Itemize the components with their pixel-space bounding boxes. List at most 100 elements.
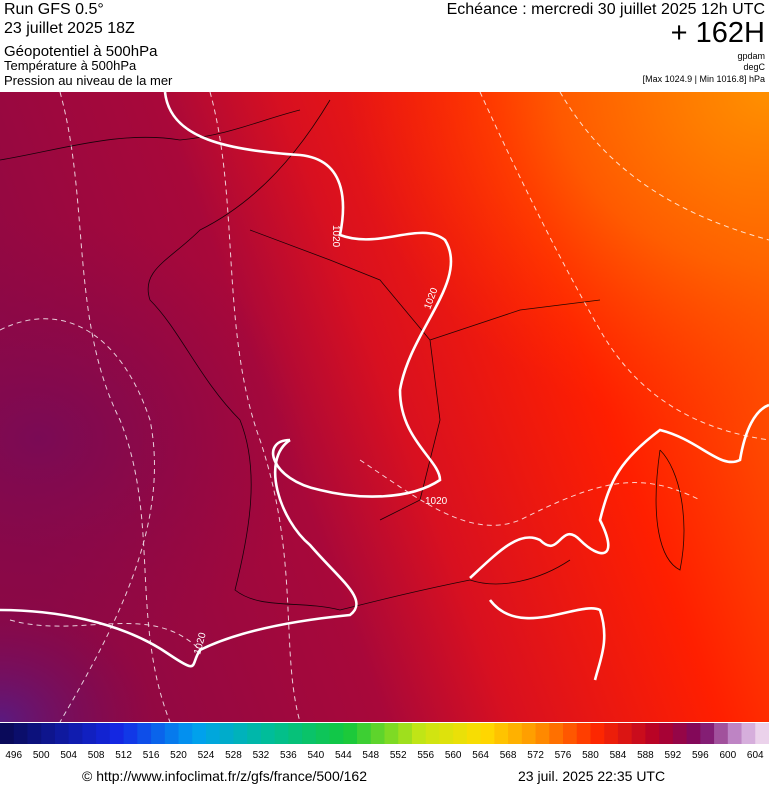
pressure-range: [Max 1024.9 | Min 1016.8] hPa — [643, 74, 765, 84]
color-swatch — [357, 723, 372, 744]
color-swatch — [535, 723, 550, 744]
color-swatch — [590, 723, 605, 744]
color-swatch — [604, 723, 619, 744]
unit-label: degC — [743, 62, 765, 72]
color-swatch — [27, 723, 42, 744]
color-swatch — [727, 723, 743, 744]
color-swatch — [384, 723, 399, 744]
colorbar-tick-label: 584 — [610, 750, 627, 761]
footer: © http://www.infoclimat.fr/z/gfs/france/… — [82, 768, 665, 784]
color-swatch — [260, 723, 276, 744]
colorbar-tick-label: 520 — [170, 750, 187, 761]
color-swatch — [645, 723, 660, 744]
color-swatch — [164, 723, 180, 744]
generated-time: 23 juil. 2025 22:35 UTC — [518, 768, 665, 784]
unit-label: gpdam — [737, 51, 765, 61]
color-swatch — [508, 723, 523, 744]
run-date: 23 juillet 2025 18Z — [4, 20, 135, 37]
color-swatch — [343, 723, 358, 744]
header: Run GFS 0.5° 23 juillet 2025 18Z Géopote… — [4, 1, 766, 88]
colorbar-labels: 496 500 504 508 512 516 520 524 528 532 536 540 544 5… — [5, 750, 764, 761]
color-swatch — [714, 723, 729, 744]
isobar-label: 1020 — [425, 496, 448, 507]
isotherms — [0, 92, 769, 722]
color-swatch — [68, 723, 83, 744]
color-swatch — [247, 723, 262, 744]
color-swatch — [274, 723, 289, 744]
color-swatch — [439, 723, 454, 744]
colorbar-tick-label: 580 — [582, 750, 599, 761]
coastline — [0, 99, 685, 611]
color-swatch — [411, 723, 427, 744]
color-swatch — [398, 723, 413, 744]
colorbar-tick-label: 512 — [115, 750, 132, 761]
color-swatch — [480, 723, 495, 744]
color-swatch — [205, 723, 221, 744]
color-swatch — [700, 723, 715, 744]
colorbar-tick-label: 504 — [60, 750, 77, 761]
color-swatch — [755, 723, 769, 744]
temperature-field — [0, 92, 769, 722]
color-swatch — [302, 723, 317, 744]
colorbar-tick-label: 524 — [198, 750, 215, 761]
color-swatch — [576, 723, 591, 744]
color-swatch — [521, 723, 537, 744]
colorbar-tick-label: 536 — [280, 750, 297, 761]
color-swatch — [686, 723, 701, 744]
isobar-label: 1020 — [330, 225, 341, 248]
color-swatch — [151, 723, 166, 744]
colorbar-tick-label: 516 — [143, 750, 160, 761]
colorbar — [0, 723, 769, 744]
color-swatch — [370, 723, 385, 744]
color-swatch — [137, 723, 152, 744]
valid-time: Echéance : mercredi 30 juillet 2025 12h … — [447, 1, 765, 18]
colorbar-tick-label: 540 — [307, 750, 324, 761]
layer-label: Température à 500hPa — [4, 58, 137, 73]
colorbar-tick-label: 548 — [362, 750, 379, 761]
color-swatch — [329, 723, 344, 744]
color-swatch — [563, 723, 578, 744]
color-swatch — [96, 723, 111, 744]
layer-label: Géopotentiel à 500hPa — [4, 43, 158, 60]
colorbar-tick-label: 532 — [253, 750, 270, 761]
colorbar-tick-label: 588 — [637, 750, 654, 761]
color-swatch — [672, 723, 688, 744]
color-swatch — [466, 723, 482, 744]
lead-time: + 162H — [671, 17, 765, 49]
color-swatch — [178, 723, 193, 744]
colorbar-tick-label: 544 — [335, 750, 352, 761]
colorbar-tick-label: 592 — [665, 750, 682, 761]
colorbar-tick-label: 564 — [472, 750, 489, 761]
color-swatch — [82, 723, 97, 744]
source-url: © http://www.infoclimat.fr/z/gfs/france/… — [82, 768, 367, 784]
color-swatch — [315, 723, 331, 744]
colorbar-tick-label: 560 — [445, 750, 462, 761]
colorbar-tick-label: 496 — [5, 750, 22, 761]
color-swatch — [123, 723, 138, 744]
colorbar-tick-label: 508 — [88, 750, 105, 761]
colorbar-tick-label: 576 — [555, 750, 572, 761]
color-swatch — [192, 723, 207, 744]
color-swatch — [631, 723, 646, 744]
colorbar-tick-label: 572 — [527, 750, 544, 761]
color-swatch — [109, 723, 125, 744]
color-swatch — [0, 723, 15, 744]
color-swatch — [549, 723, 564, 744]
color-swatch — [741, 723, 756, 744]
isobars — [0, 92, 769, 681]
run-title: Run GFS 0.5° — [4, 1, 104, 18]
color-swatch — [288, 723, 303, 744]
colorbar-tick-label: 552 — [390, 750, 407, 761]
color-swatch — [617, 723, 633, 744]
colorbar-tick-label: 556 — [417, 750, 434, 761]
color-swatch — [494, 723, 509, 744]
color-swatch — [54, 723, 70, 744]
colorbar-tick-label: 596 — [692, 750, 709, 761]
map-area: 1020 1020 1020 1020 — [0, 92, 769, 722]
color-swatch — [453, 723, 468, 744]
colorbar-tick-label: 528 — [225, 750, 242, 761]
color-swatch — [425, 723, 440, 744]
colorbar-tick-label: 500 — [33, 750, 50, 761]
